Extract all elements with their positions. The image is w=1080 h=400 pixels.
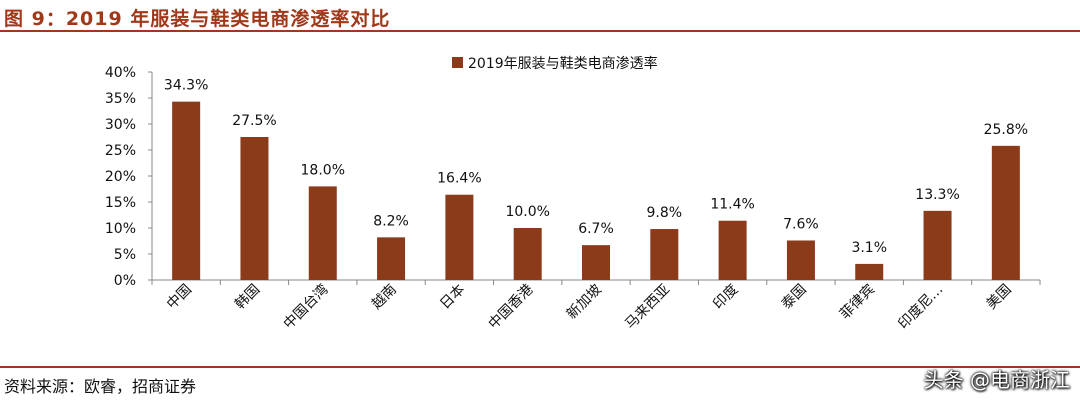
bar — [718, 220, 747, 280]
category-label: 中国 — [164, 282, 195, 313]
legend-swatch — [452, 57, 463, 68]
figure-title: 图 9：2019 年服装与鞋类电商渗透率对比 — [4, 8, 391, 30]
category-label: 日本 — [437, 282, 468, 313]
category-label: 中国台湾 — [280, 281, 332, 333]
y-tick-label: 25% — [105, 143, 136, 159]
data-label: 3.1% — [851, 240, 887, 256]
category-label: 越南 — [369, 282, 400, 313]
y-tick-label: 5% — [114, 247, 136, 263]
y-tick-label: 35% — [105, 91, 136, 107]
bar — [991, 145, 1020, 280]
category-label: 马来西亚 — [622, 282, 673, 333]
y-tick-label: 30% — [105, 117, 136, 133]
y-tick-label: 0% — [114, 273, 136, 289]
data-label: 34.3% — [164, 78, 208, 94]
bar — [582, 245, 610, 280]
category-label: 中国香港 — [486, 282, 537, 333]
data-label: 8.2% — [373, 213, 409, 229]
watermark: 头条 @电商浙江 — [923, 368, 1070, 392]
data-label: 11.4% — [710, 197, 754, 213]
bar — [377, 237, 406, 280]
category-label: 韩国 — [232, 282, 263, 313]
bar-chart: 0% 5% 10% 15% 20% 25% 30% 35% 40% 34.3% 中国 27.5% 韩国 1… — [105, 55, 1041, 333]
category-label: 印度 — [710, 282, 741, 313]
bar — [650, 229, 679, 280]
bar — [786, 240, 815, 280]
data-label: 6.7% — [578, 221, 614, 237]
bar — [855, 263, 884, 280]
data-label: 10.0% — [505, 204, 549, 220]
y-tick-label: 10% — [105, 221, 136, 237]
category-label: 印度尼… — [895, 282, 946, 333]
category-label: 新加坡 — [564, 282, 605, 323]
data-label: 13.3% — [915, 187, 959, 203]
title-divider — [0, 30, 1080, 32]
bar — [923, 210, 952, 280]
y-tick-label: 40% — [105, 65, 136, 81]
data-label: 27.5% — [232, 113, 276, 129]
data-label: 7.6% — [783, 216, 819, 232]
y-tick-label: 15% — [105, 195, 136, 211]
source-note: 资料来源：欧睿，招商证券 — [4, 377, 197, 396]
category-label: 美国 — [984, 282, 1015, 313]
data-label: 9.8% — [647, 205, 683, 221]
category-label: 菲律宾 — [837, 282, 878, 323]
data-label: 16.4% — [437, 171, 481, 187]
bar — [445, 194, 474, 280]
category-label: 泰国 — [779, 282, 810, 313]
bar — [240, 137, 269, 280]
legend-label: 2019年服装与鞋类电商渗透率 — [468, 55, 658, 72]
data-label: 18.0% — [301, 162, 345, 178]
bar — [172, 101, 201, 280]
bar — [513, 228, 542, 280]
y-tick-label: 20% — [105, 169, 136, 185]
source-divider — [0, 366, 1080, 368]
bar — [308, 186, 337, 280]
data-label: 25.8% — [984, 122, 1028, 138]
